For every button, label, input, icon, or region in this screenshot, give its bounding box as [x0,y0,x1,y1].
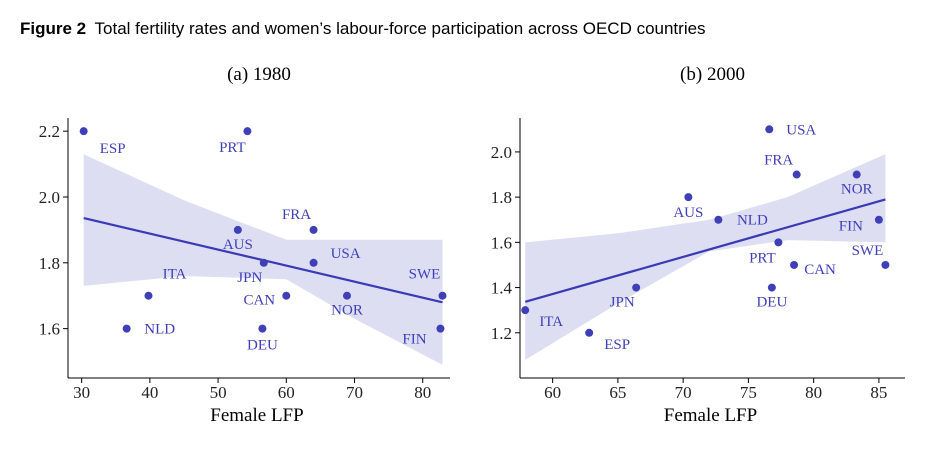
point-label: CAN [804,262,836,278]
point [436,324,445,333]
y-tick-label: 1.8 [491,188,512,207]
panel-title: (a) 1980 [227,64,291,85]
x-tick-label: 80 [414,383,431,402]
point [852,170,861,179]
point-label: ESP [100,141,126,157]
point-label: NLD [737,213,768,229]
point [521,306,530,315]
point [233,225,242,234]
panel-title: (b) 2000 [680,64,745,85]
point [767,283,776,292]
point-label: SWE [852,243,884,259]
point [79,127,88,136]
x-tick-label: 60 [544,383,561,402]
point [258,324,267,333]
x-axis-label: Female LFP [210,405,303,426]
figure-title-line: Figure 2 Total fertility rates and women… [20,19,706,38]
point [684,193,693,202]
point-label: PRT [749,250,776,266]
point-label: JPN [610,295,635,311]
point-label: FRA [282,207,311,223]
point [309,258,318,267]
point-label: CAN [243,293,275,309]
point-label: ITA [539,314,563,330]
point-label: DEU [247,338,278,354]
x-tick-label: 65 [609,383,626,402]
figure-title: Total fertility rates and women’s labour… [95,19,706,38]
point-label: DEU [756,295,787,311]
point [765,125,774,134]
point-label: FRA [764,153,793,169]
x-tick-label: 70 [675,383,692,402]
point-label: AUS [223,237,253,253]
y-tick-label: 2.0 [39,188,60,207]
point [881,260,890,269]
y-tick-label: 2.0 [491,143,512,162]
panel: (a) 1980 30 40 50 60 70 80 1.6 1.8 2.0 2.2 Female L… [39,64,450,426]
point-label: NLD [144,322,175,338]
point [122,324,131,333]
x-tick-label: 60 [278,383,295,402]
point [585,328,594,337]
point [774,238,783,247]
point-label: NOR [841,182,873,198]
x-tick-label: 70 [346,383,363,402]
x-tick-label: 40 [141,383,158,402]
x-tick-label: 30 [73,383,90,402]
point [792,170,801,179]
point [259,258,268,267]
x-tick-label: 50 [210,383,227,402]
point-label: USA [786,122,816,138]
point [438,291,447,300]
point [790,260,799,269]
x-tick-label: 80 [805,383,822,402]
panel: (b) 2000 60 65 70 75 80 85 1.2 1.4 1.6 1.8 2.0 Femal… [491,64,905,426]
x-tick-label: 85 [870,383,887,402]
figure-label: Figure 2 [20,19,86,38]
point-label: ITA [163,267,187,283]
point-label: FIN [402,332,426,348]
point-label: JPN [237,270,262,286]
point-label: SWE [409,267,441,283]
point-label: USA [331,246,361,262]
point [714,215,723,224]
y-tick-label: 1.2 [491,324,512,343]
point-label: NOR [331,303,363,319]
confidence-band [525,154,886,360]
point [243,127,252,136]
point-label: ESP [604,337,630,353]
point [632,283,641,292]
point [282,291,291,300]
point [144,291,153,300]
point-label: PRT [219,140,246,156]
y-tick-label: 1.8 [39,254,60,273]
point [309,225,318,234]
y-tick-label: 1.6 [39,320,60,339]
x-axis-label: Female LFP [664,405,757,426]
y-tick-label: 2.2 [39,122,60,141]
point [874,215,883,224]
x-tick-label: 75 [740,383,757,402]
point-label: FIN [839,219,863,235]
fit-line [524,198,886,303]
y-tick-label: 1.4 [491,279,513,298]
y-tick-label: 1.6 [491,233,512,252]
point-label: AUS [673,205,703,221]
point [342,291,351,300]
